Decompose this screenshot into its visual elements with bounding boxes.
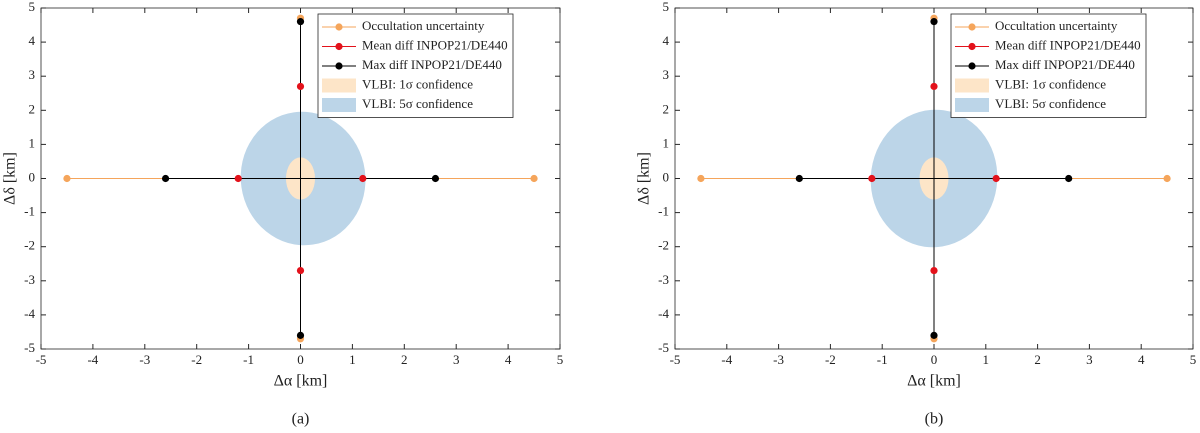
y-tick-label: 0 — [663, 169, 670, 184]
point — [296, 266, 305, 275]
x-tick-label: 1 — [349, 352, 356, 367]
legend-marker — [968, 23, 976, 31]
point — [697, 174, 705, 183]
point — [992, 174, 1000, 183]
series-line — [799, 21, 1069, 336]
caption: (b) — [925, 411, 944, 428]
point — [296, 82, 305, 91]
x-tick-label: 5 — [1190, 352, 1197, 367]
y-tick-label: -2 — [658, 238, 669, 253]
x-tick-label: 4 — [505, 352, 512, 367]
point — [1065, 174, 1073, 183]
legend-marker — [968, 42, 976, 51]
x-tick-label: -5 — [36, 352, 47, 367]
y-tick-label: -1 — [24, 204, 35, 219]
legend-label: Mean diff INPOP21/DE440 — [362, 37, 508, 52]
y-tick-label: 4 — [29, 33, 36, 48]
x-tick-label: -3 — [773, 352, 784, 367]
point — [1163, 174, 1171, 183]
y-tick-label: -4 — [24, 306, 35, 321]
y-tick-label: 1 — [29, 135, 36, 150]
x-axis-label: Δα [km] — [274, 373, 328, 390]
y-tick-label: -5 — [658, 340, 669, 355]
x-tick-label: -2 — [191, 352, 202, 367]
legend-label: Occultation uncertainty — [362, 18, 485, 33]
y-tick-label: -3 — [24, 272, 35, 287]
legend-label: VLBI: 5σ confidence — [995, 96, 1106, 111]
y-tick-label: 4 — [663, 33, 670, 48]
legend-marker — [335, 62, 343, 70]
y-tick-label: -5 — [24, 340, 35, 355]
x-tick-label: 5 — [557, 352, 564, 367]
y-tick-label: 5 — [663, 0, 670, 14]
series-line — [165, 21, 436, 336]
legend-swatch — [955, 78, 989, 93]
x-axis-label: Δα [km] — [907, 373, 961, 390]
x-tick-label: -4 — [721, 352, 732, 367]
x-tick-label: -4 — [87, 352, 98, 367]
legend-marker — [968, 62, 976, 70]
legend-label: Max diff INPOP21/DE440 — [362, 57, 502, 72]
legend-label: Occultation uncertainty — [995, 18, 1118, 33]
y-tick-label: -3 — [658, 272, 669, 287]
legend-label: VLBI: 1σ confidence — [362, 76, 473, 91]
point — [63, 174, 71, 183]
point — [930, 266, 938, 275]
legend-label: VLBI: 5σ confidence — [362, 96, 473, 111]
legend-swatch — [955, 98, 989, 112]
y-tick-label: -2 — [24, 238, 35, 253]
x-tick-label: -5 — [670, 352, 681, 367]
point — [359, 174, 367, 183]
legend-label: Mean diff INPOP21/DE440 — [995, 37, 1141, 52]
x-tick-label: 0 — [931, 352, 938, 367]
y-tick-label: 2 — [663, 101, 670, 116]
y-axis-label: Δδ [km] — [636, 152, 653, 205]
point — [234, 174, 242, 183]
caption: (a) — [292, 411, 310, 428]
point — [431, 174, 440, 183]
point — [530, 174, 538, 183]
x-tick-label: 3 — [1086, 352, 1093, 367]
panel: -5 -4 -3 -2 -1 0 1 2 3 4 5 -5 -4 -3 -2 -1 0 1 2 3 4 5 Δα [km] Δ… — [2, 0, 564, 428]
y-tick-label: 3 — [29, 67, 36, 82]
y-axis-label: Δδ [km] — [2, 152, 19, 205]
y-tick-label: 3 — [663, 67, 670, 82]
legend-swatch — [322, 98, 356, 112]
legend-label: VLBI: 1σ confidence — [995, 76, 1106, 91]
x-tick-label: -1 — [877, 352, 888, 367]
x-tick-label: 0 — [297, 352, 304, 367]
panel: -5 -4 -3 -2 -1 0 1 2 3 4 5 -5 -4 -3 -2 -1 0 1 2 3 4 5 Δα [km] Δ… — [636, 0, 1197, 428]
legend-marker — [335, 42, 343, 51]
x-tick-label: -1 — [243, 352, 254, 367]
y-tick-label: 1 — [663, 135, 670, 150]
point — [161, 174, 170, 183]
x-tick-label: 2 — [401, 352, 408, 367]
point — [930, 82, 938, 91]
x-tick-label: 2 — [1034, 352, 1041, 367]
legend-label: Max diff INPOP21/DE440 — [995, 57, 1135, 72]
point — [296, 331, 305, 339]
x-tick-label: -3 — [139, 352, 150, 367]
y-tick-label: 0 — [29, 169, 36, 184]
legend-swatch — [322, 78, 356, 93]
y-tick-label: 5 — [29, 0, 36, 14]
point — [930, 18, 938, 26]
y-tick-label: -4 — [658, 306, 669, 321]
x-tick-label: -2 — [825, 352, 836, 367]
x-tick-label: 4 — [1138, 352, 1145, 367]
point — [296, 18, 305, 26]
x-tick-label: 3 — [453, 352, 460, 367]
y-tick-label: -1 — [658, 204, 669, 219]
point — [795, 174, 803, 183]
y-tick-label: 2 — [29, 101, 36, 116]
x-tick-label: 1 — [983, 352, 990, 367]
point — [868, 174, 876, 183]
point — [930, 331, 938, 339]
legend-marker — [335, 23, 343, 31]
